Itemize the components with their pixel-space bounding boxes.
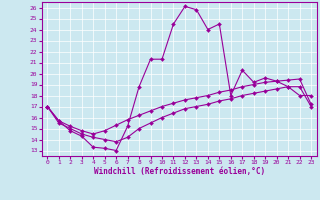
X-axis label: Windchill (Refroidissement éolien,°C): Windchill (Refroidissement éolien,°C) — [94, 167, 265, 176]
